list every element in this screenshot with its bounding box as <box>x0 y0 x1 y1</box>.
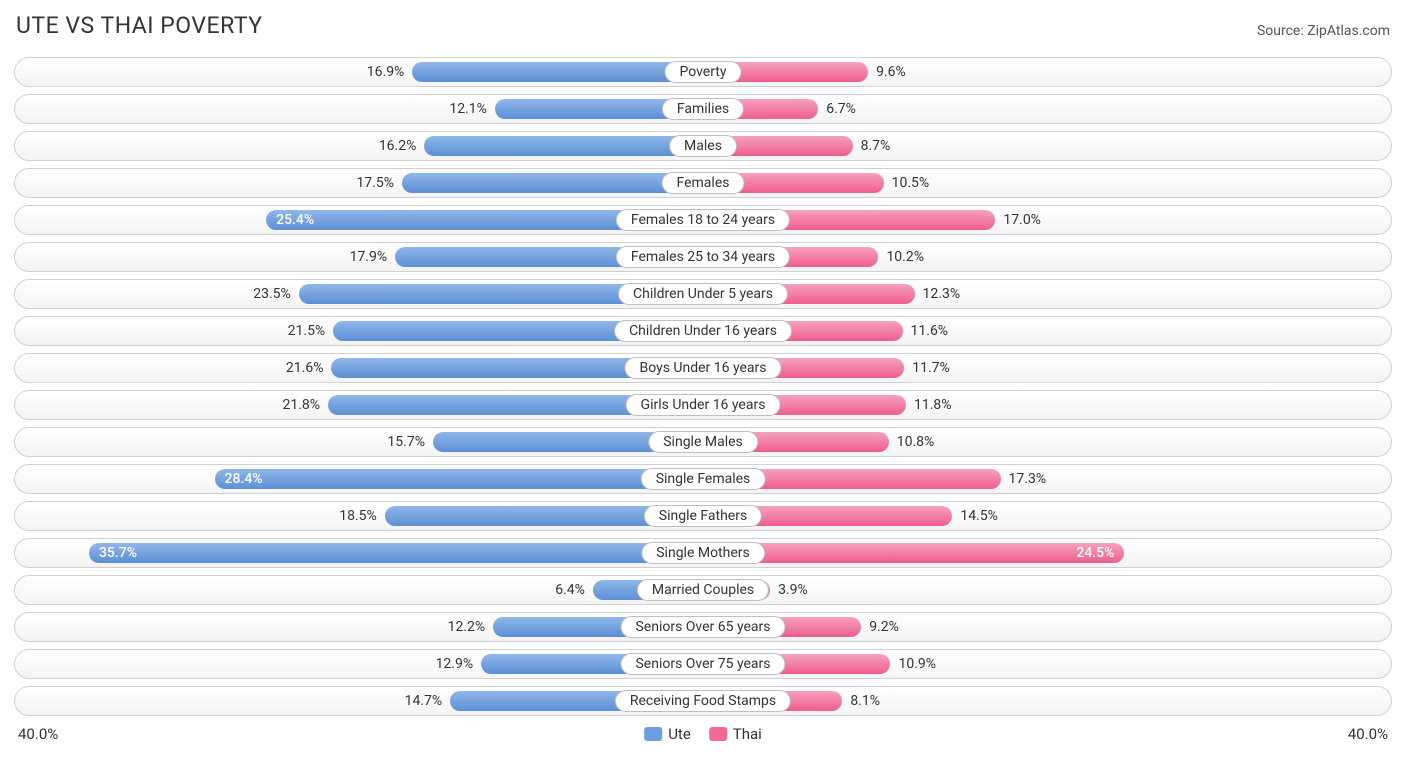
chart-row: 25.4% 17.0% Females 18 to 24 years <box>14 205 1392 235</box>
value-label-right: 8.1% <box>850 693 880 709</box>
value-label-right: 10.5% <box>892 175 930 191</box>
value-label-left: 25.4% <box>276 212 314 228</box>
bar-left <box>89 543 703 563</box>
chart-footer: 40.0% 40.0% Ute Thai <box>14 723 1392 751</box>
legend-label: Ute <box>668 725 691 743</box>
value-label-right: 10.2% <box>886 249 924 265</box>
value-label-left: 15.7% <box>387 434 425 450</box>
category-pill: Seniors Over 75 years <box>620 653 785 675</box>
category-pill: Single Males <box>648 431 758 453</box>
category-pill: Children Under 16 years <box>614 320 792 342</box>
value-label-right: 11.8% <box>914 397 952 413</box>
value-label-right: 17.0% <box>1003 212 1041 228</box>
value-label-right: 11.7% <box>912 360 950 376</box>
value-label-left: 12.1% <box>449 101 487 117</box>
chart-title: UTE VS THAI POVERTY <box>16 12 263 39</box>
chart-source: Source: ZipAtlas.com <box>1257 23 1390 39</box>
diverging-bar-chart: 16.9% 9.6% Poverty 12.1% 6.7% Families 16.2% 8.… <box>14 57 1392 716</box>
category-pill: Married Couples <box>637 579 769 601</box>
legend-swatch <box>644 727 662 741</box>
legend-item: Ute <box>644 725 691 743</box>
value-label-right: 14.5% <box>960 508 998 524</box>
value-label-left: 23.5% <box>253 286 291 302</box>
value-label-left: 16.9% <box>367 64 405 80</box>
category-pill: Single Mothers <box>641 542 765 564</box>
bar-left <box>215 469 703 489</box>
category-pill: Females <box>662 172 745 194</box>
legend-label: Thai <box>733 725 762 743</box>
bar-right <box>703 543 1124 563</box>
value-label-right: 3.9% <box>778 582 808 598</box>
chart-header: UTE VS THAI POVERTY Source: ZipAtlas.com <box>14 12 1392 39</box>
value-label-left: 21.5% <box>288 323 326 339</box>
chart-row: 18.5% 14.5% Single Fathers <box>14 501 1392 531</box>
value-label-left: 6.4% <box>555 582 585 598</box>
category-pill: Boys Under 16 years <box>624 357 781 379</box>
value-label-right: 11.6% <box>911 323 949 339</box>
value-label-left: 12.2% <box>448 619 486 635</box>
chart-row: 12.1% 6.7% Families <box>14 94 1392 124</box>
value-label-right: 10.8% <box>897 434 935 450</box>
category-pill: Families <box>662 98 744 120</box>
value-label-left: 21.6% <box>286 360 324 376</box>
category-pill: Seniors Over 65 years <box>620 616 785 638</box>
value-label-left: 12.9% <box>436 656 474 672</box>
value-label-left: 17.5% <box>356 175 394 191</box>
category-pill: Single Fathers <box>644 505 762 527</box>
chart-row: 28.4% 17.3% Single Females <box>14 464 1392 494</box>
chart-row: 14.7% 8.1% Receiving Food Stamps <box>14 686 1392 716</box>
chart-row: 21.5% 11.6% Children Under 16 years <box>14 316 1392 346</box>
category-pill: Females 18 to 24 years <box>616 209 790 231</box>
category-pill: Receiving Food Stamps <box>615 690 791 712</box>
chart-row: 16.2% 8.7% Males <box>14 131 1392 161</box>
value-label-right: 10.9% <box>898 656 936 672</box>
category-pill: Girls Under 16 years <box>626 394 781 416</box>
bar-left <box>402 173 703 193</box>
legend-item: Thai <box>709 725 762 743</box>
chart-row: 12.2% 9.2% Seniors Over 65 years <box>14 612 1392 642</box>
value-label-left: 18.5% <box>339 508 377 524</box>
value-label-right: 17.3% <box>1009 471 1047 487</box>
chart-row: 35.7% 24.5% Single Mothers <box>14 538 1392 568</box>
value-label-left: 17.9% <box>350 249 388 265</box>
value-label-right: 9.2% <box>869 619 899 635</box>
chart-row: 16.9% 9.6% Poverty <box>14 57 1392 87</box>
category-pill: Females 25 to 34 years <box>616 246 790 268</box>
category-pill: Males <box>669 135 737 157</box>
chart-row: 6.4% 3.9% Married Couples <box>14 575 1392 605</box>
chart-row: 17.9% 10.2% Females 25 to 34 years <box>14 242 1392 272</box>
chart-row: 15.7% 10.8% Single Males <box>14 427 1392 457</box>
chart-row: 21.8% 11.8% Girls Under 16 years <box>14 390 1392 420</box>
chart-row: 23.5% 12.3% Children Under 5 years <box>14 279 1392 309</box>
bar-left <box>424 136 703 156</box>
value-label-right: 12.3% <box>923 286 961 302</box>
value-label-left: 21.8% <box>282 397 320 413</box>
value-label-right: 6.7% <box>826 101 856 117</box>
chart-row: 12.9% 10.9% Seniors Over 75 years <box>14 649 1392 679</box>
value-label-left: 28.4% <box>225 471 263 487</box>
value-label-right: 24.5% <box>1076 545 1114 561</box>
value-label-right: 8.7% <box>861 138 891 154</box>
bar-left <box>412 62 703 82</box>
category-pill: Children Under 5 years <box>618 283 788 305</box>
legend: Ute Thai <box>644 725 762 743</box>
value-label-right: 9.6% <box>876 64 906 80</box>
value-label-left: 14.7% <box>405 693 443 709</box>
chart-row: 17.5% 10.5% Females <box>14 168 1392 198</box>
axis-max-right: 40.0% <box>1348 725 1388 743</box>
category-pill: Single Females <box>641 468 766 490</box>
category-pill: Poverty <box>664 61 741 83</box>
chart-row: 21.6% 11.7% Boys Under 16 years <box>14 353 1392 383</box>
value-label-left: 16.2% <box>379 138 417 154</box>
axis-max-left: 40.0% <box>18 725 58 743</box>
legend-swatch <box>709 727 727 741</box>
value-label-left: 35.7% <box>99 545 137 561</box>
